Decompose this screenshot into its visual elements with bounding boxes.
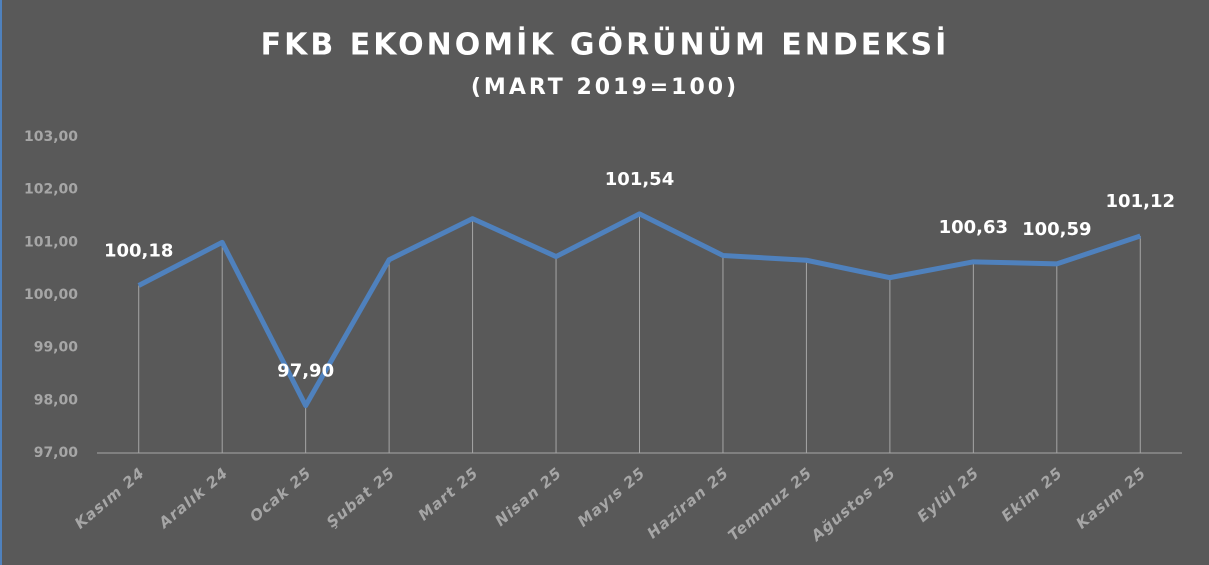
value-label: 101,12	[1106, 191, 1175, 212]
value-label: 100,59	[1022, 219, 1091, 240]
y-tick-label: 100,00	[24, 287, 78, 303]
chart-subtitle: (MART 2019=100)	[471, 75, 739, 100]
y-tick-label: 98,00	[34, 392, 79, 408]
y-tick-label: 102,00	[24, 182, 78, 198]
y-tick-label: 97,00	[34, 445, 79, 461]
value-label: 100,18	[104, 241, 173, 262]
y-tick-label: 103,00	[24, 129, 78, 145]
value-label: 100,63	[939, 217, 1008, 238]
value-label: 101,54	[605, 169, 674, 190]
value-label: 97,90	[277, 361, 334, 382]
y-tick-label: 101,00	[24, 234, 78, 250]
y-tick-label: 99,00	[34, 340, 79, 356]
data-line	[137, 211, 1142, 409]
chart-title: FKB EKONOMİK GÖRÜNÜM ENDEKSİ	[261, 26, 950, 63]
